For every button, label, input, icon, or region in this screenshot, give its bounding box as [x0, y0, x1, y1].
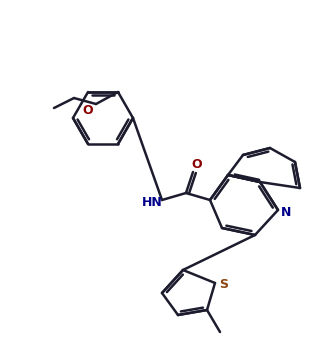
Text: HN: HN	[142, 195, 162, 208]
Text: S: S	[219, 278, 228, 291]
Text: O: O	[83, 103, 93, 117]
Text: O: O	[192, 158, 202, 171]
Text: N: N	[281, 206, 291, 219]
